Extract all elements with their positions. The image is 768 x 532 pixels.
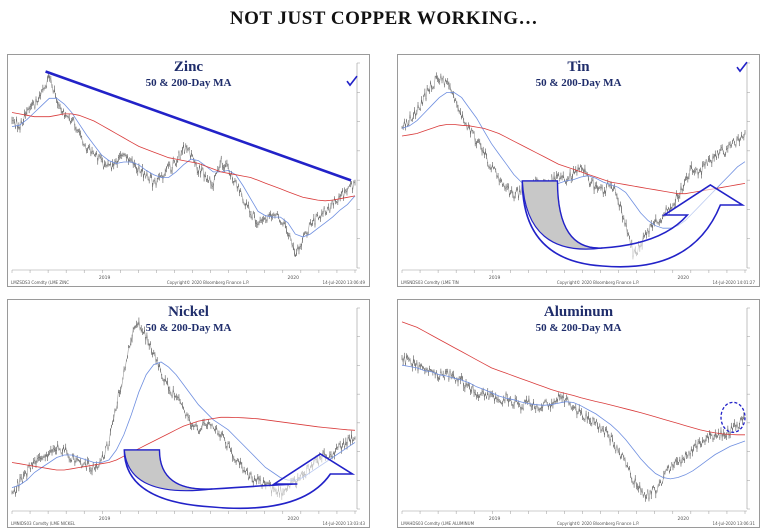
chart-footer-copyright: Copyright© 2020 Bloomberg Finance L.P. bbox=[556, 521, 640, 526]
ma200-line bbox=[11, 112, 356, 202]
v-recovery-arrow-fill bbox=[521, 180, 603, 250]
chart-subtitle: 50 & 200-Day MA bbox=[535, 77, 622, 89]
chart-footer-source: LMAHDS03 Comdty (LME ALUMINUM bbox=[401, 521, 475, 526]
chart-footer-source: LMZSDS3 Comdty (LME ZINC bbox=[11, 280, 70, 285]
chart-footer-timestamp: 14-Jul-2020 13:03:43 bbox=[322, 521, 365, 526]
ma200-line bbox=[401, 124, 746, 195]
year-label: 2020 bbox=[678, 516, 690, 522]
chart-title: Tin bbox=[567, 59, 590, 75]
year-label: 2019 bbox=[99, 516, 111, 522]
chart-title: Aluminum bbox=[543, 304, 614, 320]
chart-panel-tin: 2019 2020 Tin 50 & 200-Day MA LMSNDS03 Co… bbox=[397, 54, 760, 287]
year-label: 2020 bbox=[288, 275, 300, 281]
year-label: 2019 bbox=[99, 275, 111, 281]
price-series bbox=[11, 72, 356, 258]
chart-tin: 2019 2020 bbox=[401, 61, 750, 281]
year-label: 2019 bbox=[489, 275, 501, 281]
chart-subtitle: 50 & 200-Day MA bbox=[145, 322, 232, 334]
chart-footer-timestamp: 14-Jul-2020 14:01:27 bbox=[712, 280, 755, 285]
chart-footer-source: LMNIDS03 Comdty (LME NICKEL bbox=[11, 521, 76, 526]
chart-title: Nickel bbox=[168, 304, 209, 320]
year-label: 2019 bbox=[489, 516, 501, 522]
chart-panel-aluminum: 2019 2020 Aluminum 50 & 200-Day MA LMAHDS… bbox=[397, 299, 760, 528]
ma200-line bbox=[11, 416, 356, 471]
chart-panel-zinc: 2019 2020 Zinc 50 & 200-Day MA LMZSDS3 Co… bbox=[7, 54, 370, 287]
chart-aluminum: 2019 2020 bbox=[401, 307, 750, 522]
ma50-line bbox=[11, 97, 356, 238]
page-title: NOT JUST COPPER WORKING… bbox=[229, 8, 539, 29]
downtrend-line bbox=[45, 70, 352, 182]
price-line bbox=[401, 355, 746, 500]
chart-footer-copyright: Copyright© 2020 Bloomberg Finance L.P. bbox=[166, 280, 250, 285]
chart-footer-timestamp: 14-Jul-2020 13:06:49 bbox=[322, 280, 365, 285]
dashed-circle-highlight bbox=[720, 401, 746, 433]
chart-subtitle: 50 & 200-Day MA bbox=[535, 322, 622, 334]
year-label: 2020 bbox=[678, 275, 690, 281]
chart-footer-source: LMSNDS03 Comdty (LME TIN bbox=[401, 280, 459, 285]
year-label: 2020 bbox=[288, 516, 300, 522]
checkmark-icon bbox=[736, 61, 748, 73]
chart-title: Zinc bbox=[173, 59, 204, 75]
price-series bbox=[401, 352, 746, 502]
chart-panel-nickel: 2019 2020 Nickel 50 & 200-Day MA LMNIDS03… bbox=[7, 299, 370, 528]
price-line bbox=[11, 74, 356, 257]
chart-subtitle: 50 & 200-Day MA bbox=[145, 77, 232, 89]
chart-nickel: 2019 2020 bbox=[11, 307, 360, 522]
checkmark-icon bbox=[346, 75, 358, 87]
chart-footer-timestamp: 14-Jul-2020 13:06:31 bbox=[712, 521, 755, 526]
ma50-line bbox=[401, 364, 746, 480]
v-recovery-arrow-fill bbox=[123, 449, 213, 492]
chart-footer-copyright: Copyright© 2020 Bloomberg Finance L.P. bbox=[556, 280, 640, 285]
ma200-line bbox=[401, 321, 745, 436]
chart-zinc: 2019 2020 bbox=[11, 62, 360, 281]
